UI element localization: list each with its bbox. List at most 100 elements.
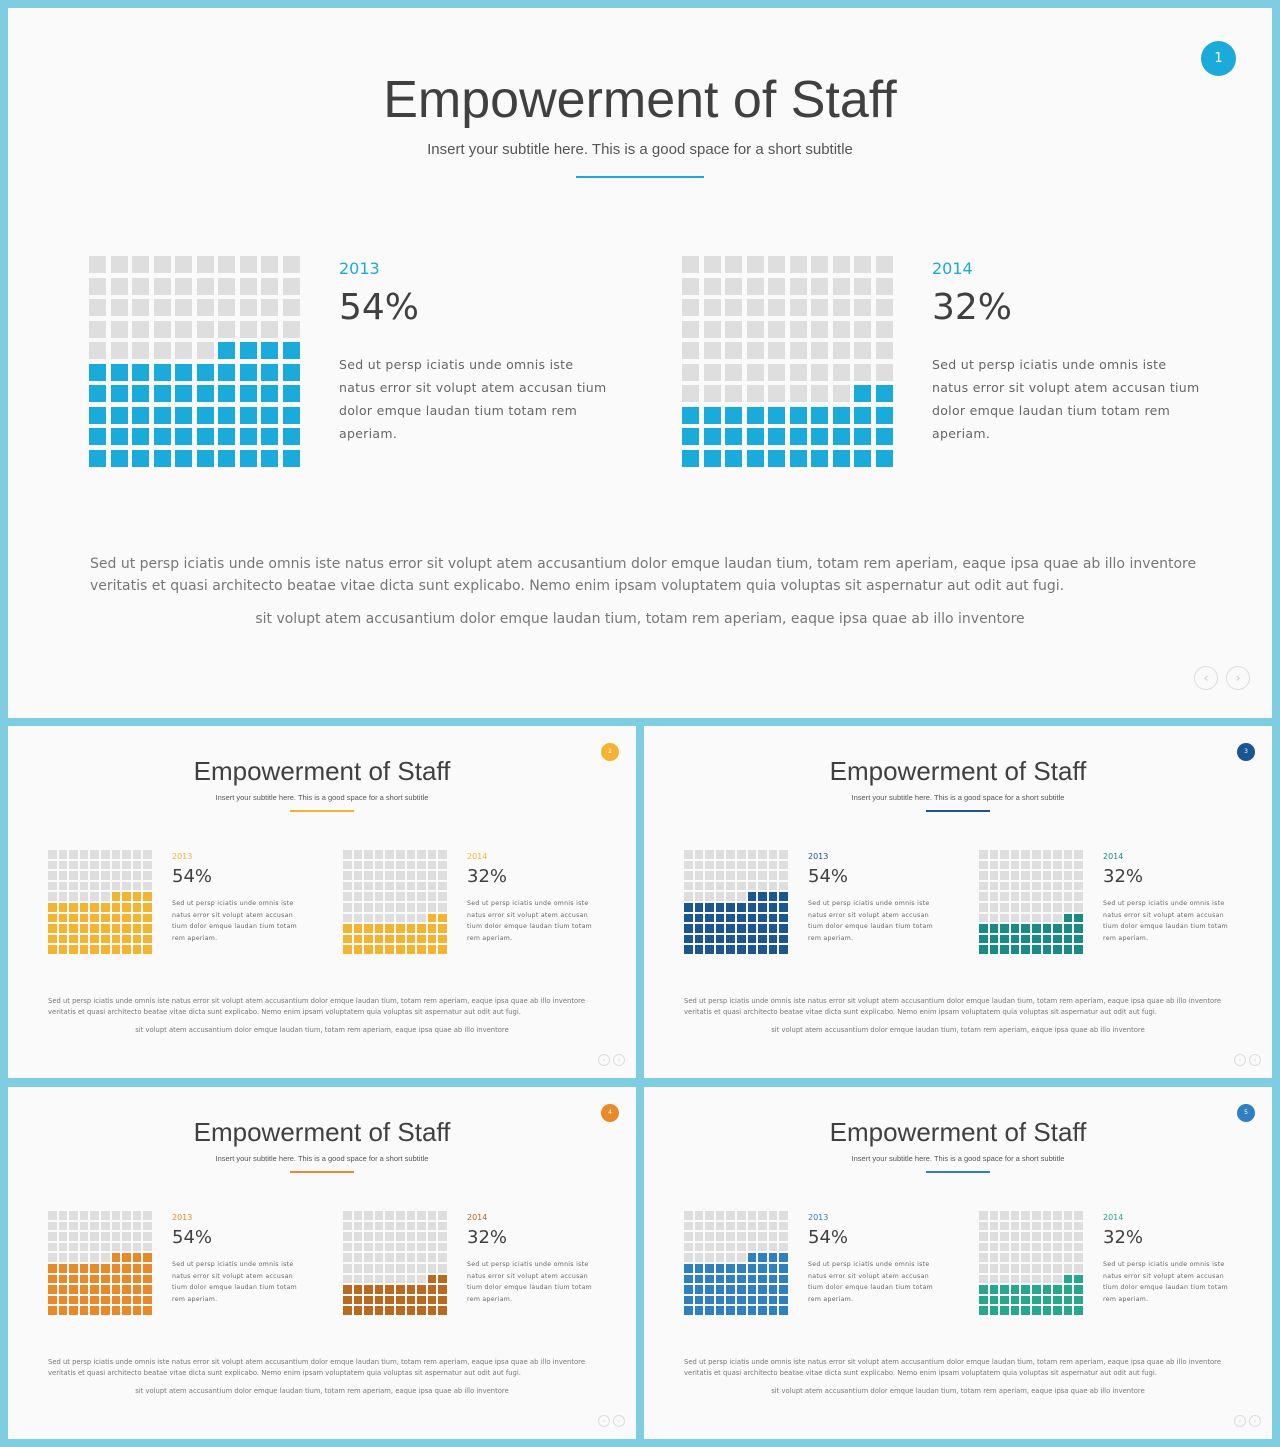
waffle-cell (406, 1242, 416, 1252)
next-arrow-icon[interactable]: › (1249, 1415, 1261, 1427)
waffle-cell (427, 1232, 437, 1241)
waffle-cell (58, 945, 68, 954)
waffle-cell (58, 1263, 68, 1273)
waffle-cell (79, 934, 89, 944)
waffle-cell (406, 892, 416, 901)
waffle-cell (726, 924, 735, 933)
page-number-badge: 4 (601, 1104, 619, 1122)
waffle-cell (143, 1285, 152, 1294)
waffle-cell (111, 1263, 121, 1273)
waffle-cell (832, 406, 850, 424)
waffle-cell (1010, 1242, 1020, 1252)
percent-value: 54% (339, 287, 420, 328)
waffle-cell (736, 945, 746, 954)
waffle-cell (153, 299, 171, 316)
waffle-cell (353, 1253, 363, 1262)
waffle-cell (1021, 902, 1030, 912)
waffle-cell (1000, 1274, 1009, 1284)
waffle-cell (261, 342, 278, 359)
prev-arrow-icon[interactable]: ‹ (1194, 666, 1218, 690)
slide-title: Empowerment of Staff (829, 1117, 1087, 1147)
waffle-cell (79, 850, 89, 859)
waffle-cell (715, 1295, 725, 1305)
next-arrow-icon[interactable]: › (613, 1054, 625, 1066)
waffle-cell (364, 860, 373, 870)
slide-subtitle: Insert your subtitle here. This is a goo… (215, 1154, 429, 1163)
slide-thumbnail-yellow[interactable]: Empowerment of Staff Insert your subtitle… (8, 726, 636, 1078)
next-arrow-icon[interactable]: › (1226, 666, 1250, 690)
waffle-cell (768, 363, 785, 381)
waffle-cell (132, 892, 142, 901)
waffle-cell (1063, 850, 1073, 859)
waffle-cell (725, 320, 742, 338)
prev-arrow-icon[interactable]: ‹ (598, 1054, 610, 1066)
waffle-cell (282, 320, 300, 338)
waffle-cell (122, 934, 131, 944)
waffle-cell (100, 1253, 110, 1262)
waffle-cell (705, 850, 714, 859)
waffle-cell (1063, 1274, 1073, 1284)
waffle-cell (90, 902, 99, 912)
waffle-cell (736, 1306, 746, 1315)
waffle-cell (725, 277, 742, 295)
waffle-cell (122, 871, 131, 880)
waffle-cell (69, 850, 78, 859)
waffle-cell (417, 1211, 426, 1220)
waffle-cell (143, 1242, 152, 1252)
waffle-cell (705, 902, 714, 912)
waffle-cell (79, 892, 89, 901)
waffle-cell (122, 1211, 131, 1220)
waffle-cell (736, 1285, 746, 1294)
waffle-cell (343, 1221, 352, 1231)
waffle-cell (1053, 1263, 1062, 1273)
slide-thumbnail-navy[interactable]: Empowerment of Staff Insert your subtitle… (644, 726, 1272, 1078)
waffle-cell (406, 913, 416, 923)
prev-arrow-icon[interactable]: ‹ (598, 1415, 610, 1427)
waffle-cell (69, 1306, 78, 1315)
slide-thumbnail-orange[interactable]: Empowerment of Staff Insert your subtitle… (8, 1087, 636, 1439)
title-underline (576, 176, 704, 178)
waffle-cell (758, 1306, 767, 1315)
stat-description: Sed ut persp iciatis unde omnis iste nat… (172, 900, 298, 942)
waffle-cell (989, 871, 999, 880)
waffle-cell (100, 924, 110, 933)
body-paragraph-secondary: sit volupt atem accusantium dolor emque … (771, 1026, 1145, 1034)
waffle-cell (111, 1232, 121, 1241)
prev-arrow-icon[interactable]: ‹ (1234, 1415, 1246, 1427)
next-arrow-icon[interactable]: › (613, 1415, 625, 1427)
waffle-cell (682, 320, 699, 338)
waffle-cell (406, 924, 416, 933)
waffle-cell (438, 1253, 447, 1262)
waffle-cell (364, 1253, 373, 1262)
waffle-cell (353, 850, 363, 859)
waffle-cell (132, 945, 142, 954)
waffle-cell (875, 342, 893, 359)
waffle-cell (427, 1274, 437, 1284)
waffle-cell (758, 924, 767, 933)
stat-description: Sed ut persp iciatis unde omnis iste nat… (808, 1261, 934, 1303)
waffle-cell (111, 1274, 121, 1284)
waffle-cell (438, 1263, 447, 1273)
waffle-cell (854, 256, 871, 273)
waffle-cell (1031, 1295, 1041, 1305)
waffle-cell (1063, 860, 1073, 870)
waffle-cell (875, 406, 893, 424)
waffle-cell (789, 342, 807, 359)
waffle-cell (684, 1221, 693, 1231)
waffle-cell (789, 320, 807, 338)
waffle-cell (1000, 1295, 1009, 1305)
waffle-cell (1074, 945, 1083, 954)
waffle-cell (110, 342, 128, 359)
waffle-cell (282, 449, 300, 467)
slide-thumbnail-blue[interactable]: Empowerment of Staff Insert your subtitle… (644, 1087, 1272, 1439)
waffle-cell (854, 428, 871, 445)
waffle-cell (89, 277, 106, 295)
next-arrow-icon[interactable]: › (1249, 1054, 1261, 1066)
waffle-cell (132, 1285, 142, 1294)
waffle-cell (374, 1253, 384, 1262)
prev-arrow-icon[interactable]: ‹ (1234, 1054, 1246, 1066)
waffle-cell (768, 871, 778, 880)
year-label: 2014 (1103, 852, 1124, 861)
waffle-cell (1000, 913, 1009, 923)
waffle-cell (417, 1242, 426, 1252)
